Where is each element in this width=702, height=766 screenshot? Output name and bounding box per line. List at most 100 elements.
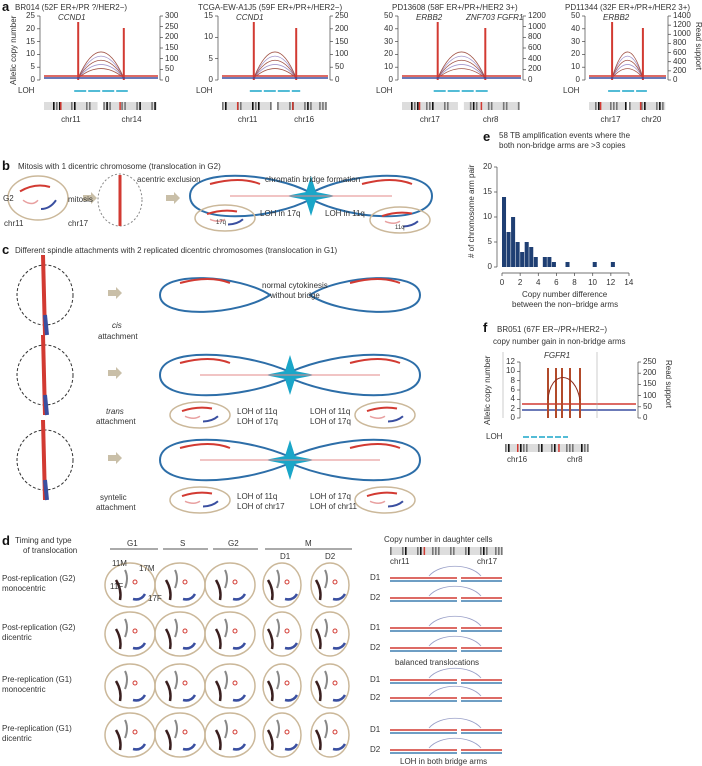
chromosome: [164, 628, 172, 650]
chromosome: [182, 694, 197, 702]
chromosome: [132, 694, 147, 702]
cell: [154, 712, 206, 758]
cn-ideogram-band: [480, 547, 482, 555]
left-tick-label: 40: [384, 23, 393, 33]
gene-label-2-1: ZNF703 FGFR1: [466, 13, 524, 22]
x-tick-label: 12: [606, 278, 616, 287]
f-left-tick-label: 6: [510, 385, 515, 394]
x-tick-label: 6: [554, 278, 559, 287]
loh-both-label: LOH in both bridge arms: [400, 757, 488, 766]
histogram-bar: [551, 262, 556, 267]
chromosome: [224, 569, 228, 589]
chromosome: [284, 694, 299, 702]
cn-ideogram-band: [405, 547, 407, 555]
ideogram-centromere: [119, 102, 121, 110]
cell: [104, 611, 156, 657]
centromere: [182, 579, 188, 585]
centromere: [132, 680, 138, 686]
f-left-tick-label: 2: [510, 403, 515, 413]
chromosome: [284, 642, 299, 650]
daughter-cell: [169, 401, 231, 429]
cn-ideogram-band: [450, 547, 452, 555]
centromere: [232, 579, 238, 585]
ideogram-band: [53, 102, 55, 110]
chr-label: chr16: [294, 115, 315, 124]
step-arrow: [166, 192, 180, 204]
chr-label: chr17: [419, 115, 440, 124]
right-tick-label: 100: [335, 49, 349, 59]
cell: [204, 611, 256, 657]
ideogram-band: [277, 102, 279, 110]
right-tick-label: 1000: [673, 29, 691, 39]
panel-e-label: e: [483, 129, 491, 144]
chromosome: [164, 579, 172, 601]
phase-label-M: M: [305, 539, 312, 548]
left-tick-label: 5: [208, 53, 213, 63]
ideogram-centromere: [60, 102, 62, 110]
ideogram-band: [490, 102, 493, 110]
ideogram-centromere: [418, 102, 421, 110]
chromosome: [132, 593, 147, 601]
ideogram: [589, 102, 626, 110]
panel-f-title: BR051 (67F ER−/PR+/HER2−): [497, 325, 608, 334]
ideogram: [103, 102, 157, 110]
chart-title: 58 TB amplification events where the: [499, 131, 631, 140]
right-tick-label: 50: [165, 64, 174, 74]
ideogram-band: [444, 102, 446, 110]
chart-xlabel: Copy number difference: [522, 290, 608, 299]
daughter-cell: [194, 204, 256, 232]
f-left-tick-label: 0: [510, 413, 515, 422]
panel-c-label: c: [2, 242, 10, 257]
ideogram-band: [222, 102, 224, 110]
label-17F: 17F: [148, 594, 162, 603]
daughter-cell: [369, 206, 431, 234]
f-right-tick-label: 250: [643, 357, 657, 366]
g2-label: G2: [3, 194, 14, 203]
cell: [154, 611, 206, 657]
chromosome: [114, 628, 122, 650]
cn-ideogram-band: [483, 547, 485, 555]
cell: [104, 663, 156, 709]
f-right-tick-label: 100: [643, 390, 657, 400]
chromosome: [224, 618, 228, 638]
row-label-sub-1: dicentric: [2, 633, 32, 642]
ideogram-centromere: [236, 102, 239, 110]
chromosome: [214, 579, 222, 601]
ideogram-band: [322, 102, 324, 110]
left-tick-label: 15: [26, 36, 35, 46]
centromere: [132, 579, 138, 585]
loh11-label: LOH in 11q: [325, 209, 365, 218]
cn-arc: [428, 615, 482, 627]
cn-arc: [428, 737, 482, 749]
chromosome: [332, 593, 347, 601]
left-tick-label: 30: [384, 36, 393, 46]
chromosome: [314, 729, 322, 751]
rearrangement-arc: [253, 68, 297, 79]
right-tick-label: 0: [673, 75, 678, 84]
chr11-label: chr11: [4, 219, 24, 228]
cn-daughter-label: D1: [370, 675, 381, 684]
chromosome: [114, 579, 122, 601]
ideogram-band: [629, 102, 631, 110]
chromosome: [314, 579, 322, 601]
centromere: [182, 729, 188, 735]
centromere: [132, 729, 138, 735]
gene-label-2-0: ERBB2: [416, 13, 443, 22]
chromosome: [184, 415, 201, 419]
y-tick-label: 0: [487, 262, 492, 271]
chromosome: [224, 670, 228, 690]
panel-f-chr8: chr8: [567, 455, 583, 464]
chromosome: [174, 670, 178, 690]
x-tick-label: 4: [535, 278, 541, 287]
cell: [310, 611, 350, 657]
f-right-tick-label: 50: [643, 401, 652, 411]
cell-bridge-c: [158, 277, 272, 313]
row-label-3: Pre-replication (G1): [2, 724, 72, 733]
cis-attach: attachment: [98, 332, 138, 341]
chromosome: [179, 443, 231, 449]
ideogram-band: [598, 102, 600, 110]
chromosome: [182, 593, 197, 601]
panel-d-title-1: Timing and type: [15, 536, 72, 545]
centromere: [232, 729, 238, 735]
